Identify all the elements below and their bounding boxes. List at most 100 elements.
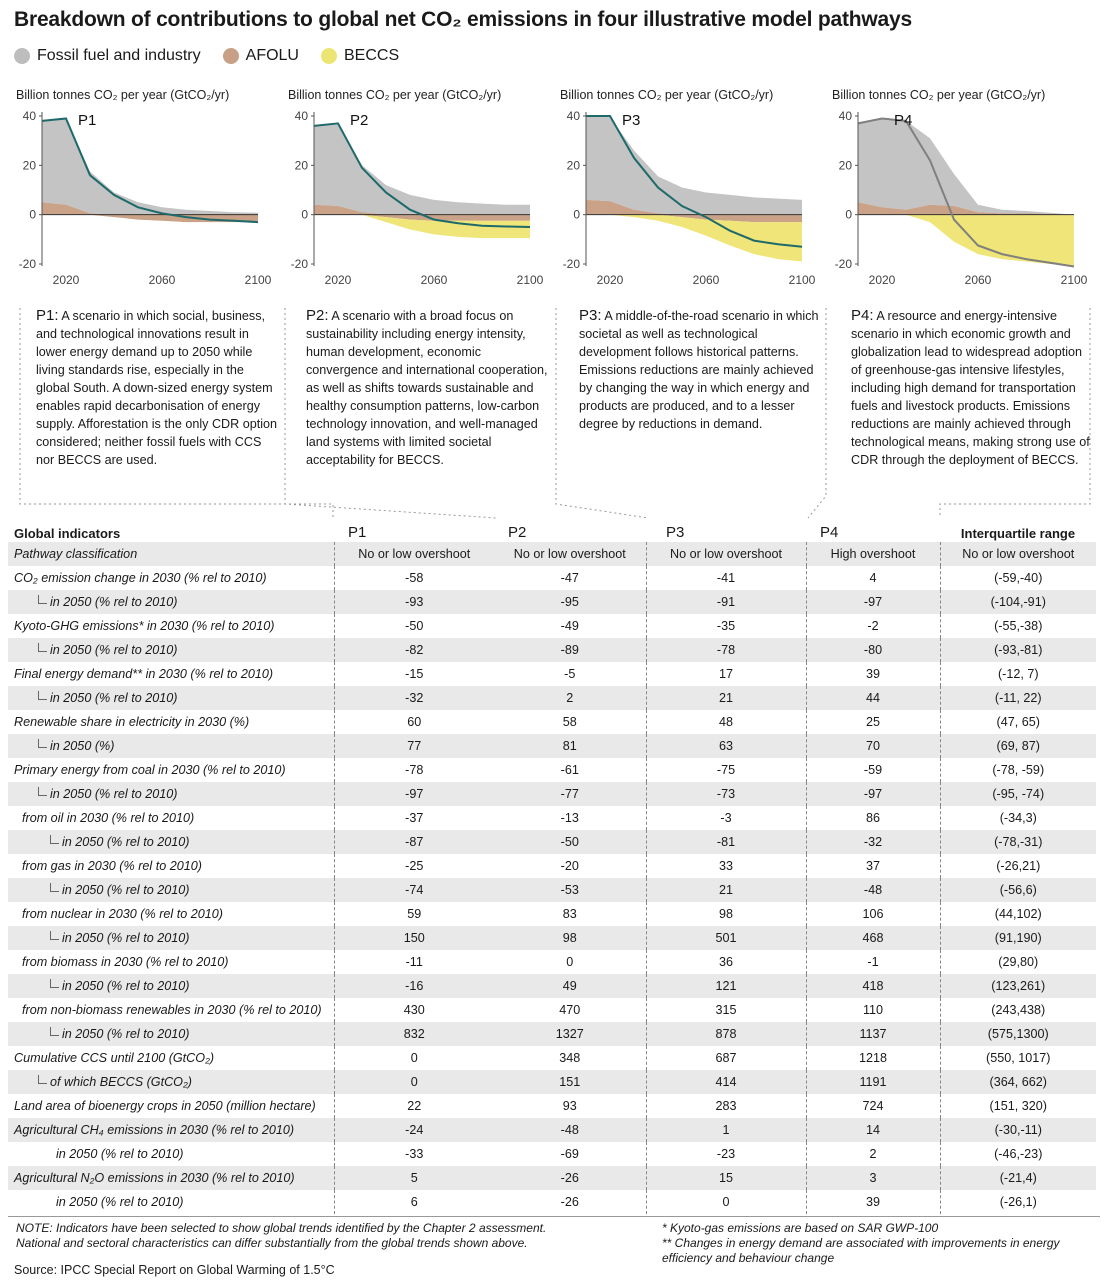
table-row: Renewable share in electricity in 2030 (… <box>8 710 1096 734</box>
cell-p1: 0 <box>410 1051 418 1065</box>
notes-left: NOTE: Indicators have been selected to s… <box>16 1221 546 1251</box>
cell-p4: 39 <box>806 662 941 686</box>
subrow-hook-icon <box>38 1075 47 1084</box>
subrow-hook-icon <box>38 595 47 604</box>
cell-p4: 418 <box>806 974 941 998</box>
area-afolu-pos-p4 <box>858 202 1074 215</box>
row-label-text: in 2050 (% rel to 2010) <box>50 643 178 657</box>
cell-p1: -25 <box>405 859 424 873</box>
cell-iqr: (-46,-23) <box>939 1142 1096 1166</box>
cell-p4: -97 <box>806 590 941 614</box>
cell-p2: -50 <box>494 830 647 854</box>
cell-p1: -16 <box>334 974 494 998</box>
table-row: in 2050 (% rel to 2010) -97 -77 -73 -97 (-95,… <box>8 782 1096 806</box>
table-row: from non-biomass renewables in 2030 (% r… <box>8 998 1096 1022</box>
cell-p3: 501 <box>646 926 807 950</box>
legend-item-afolu: AFOLU <box>222 47 299 65</box>
row-label: in 2050 (% rel to 2010) <box>8 1022 335 1046</box>
row-label: from nuclear in 2030 (% rel to 2010) <box>8 902 335 926</box>
cell-p4: 1137 <box>806 1022 941 1046</box>
cell-p1: -15 <box>405 667 424 681</box>
cell-iqr: (243,438) <box>939 998 1096 1022</box>
table-body: Pathway classification No or low overshoo… <box>8 542 1096 1214</box>
line-net-p3 <box>586 115 803 248</box>
cell-p2: -61 <box>494 758 647 782</box>
panel-label-p4: P4 <box>894 112 912 129</box>
cell-iqr: (-26,21) <box>939 854 1096 878</box>
header-p2: P2 <box>508 524 527 541</box>
note-line: efficiency and behaviour change <box>662 1251 835 1265</box>
cell-iqr: (-21,4) <box>939 1166 1096 1190</box>
description-dividers <box>19 308 1091 520</box>
area-fossil-p3 <box>586 116 802 215</box>
y-tick-label: 0 <box>301 208 308 222</box>
row-label-text: in 2050 (% rel to 2010) <box>62 883 190 897</box>
cell-p4: High overshoot <box>806 542 941 566</box>
area-afolu-neg-p3 <box>586 214 802 223</box>
cell-p3: 878 <box>646 1022 807 1046</box>
row-label: in 2050 (% rel to 2010) <box>8 926 335 950</box>
chart-panel-p4: 40 20 0 -20 2020 2060 2100 P4 <box>835 109 1088 287</box>
cell-iqr: (-11, 22) <box>939 686 1096 710</box>
y-tick-label: 40 <box>567 109 581 123</box>
table-row: Kyoto-GHG emissions* in 2030 (% rel to 2… <box>8 614 1096 638</box>
row-label: Kyoto-GHG emissions* in 2030 (% rel to 2… <box>8 614 335 638</box>
cell-p1: -97 <box>334 782 494 806</box>
cell-p2: -69 <box>494 1142 647 1166</box>
charts-area: Billion tonnes CO₂ per year (GtCO₂/yr) B… <box>0 84 1108 304</box>
chart-unit-label-p1: Billion tonnes CO₂ per year (GtCO₂/yr) <box>16 88 230 102</box>
row-label: from oil in 2030 (% rel to 2010) <box>8 806 335 830</box>
cell-p2: 98 <box>494 926 647 950</box>
description-lead-p3: P3: <box>579 307 602 324</box>
line-net-p2 <box>313 122 531 228</box>
area-beccs-p2 <box>314 214 530 239</box>
cell-p1: 0 <box>334 1070 494 1094</box>
table-row: from gas in 2030 (% rel to 2010) -25 -20 33… <box>8 854 1096 878</box>
cell-p1: 6 <box>410 1195 418 1209</box>
cell-p1: -87 <box>334 830 494 854</box>
table-row: Agricultural CH₄ emissions in 2030 (% re… <box>8 1118 1096 1142</box>
cell-iqr: (550, 1017) <box>939 1046 1096 1070</box>
row-label-text: in 2050 (% rel to 2010) <box>62 835 190 849</box>
header-p1: P1 <box>348 524 367 541</box>
y-tick-label: 20 <box>839 158 853 172</box>
cell-p2: -49 <box>494 614 647 638</box>
cell-p3: 1 <box>646 1118 807 1142</box>
subrow-hook-icon <box>50 931 59 940</box>
area-afolu-pos-p2 <box>314 204 530 215</box>
cell-iqr: (-34,3) <box>939 806 1096 830</box>
chart-unit-label-p3: Billion tonnes CO₂ per year (GtCO₂/yr) <box>560 88 774 102</box>
cell-p4: 3 <box>806 1166 941 1190</box>
panel-label-p3: P3 <box>622 112 640 129</box>
cell-p4: -80 <box>806 638 941 662</box>
cell-iqr: (-95, -74) <box>939 782 1096 806</box>
cell-p3: -91 <box>646 590 807 614</box>
cell-p1: 59 <box>407 907 422 921</box>
description-text-p4: A resource and energy-intensive scenario… <box>851 309 1090 467</box>
description-text-p1: A scenario in which social, business, an… <box>36 309 278 467</box>
cell-p1: 430 <box>403 1003 425 1017</box>
cell-p3: -41 <box>646 566 807 590</box>
y-tick-label: 0 <box>29 208 36 222</box>
row-label-text: in 2050 (%) <box>50 739 115 753</box>
cell-p1: No or low overshoot <box>334 542 494 566</box>
description-p4: P4: A resource and energy-intensive scen… <box>851 307 1093 469</box>
cell-p2: 348 <box>494 1046 647 1070</box>
cell-p1: -74 <box>334 878 494 902</box>
table-row: from biomass in 2030 (% rel to 2010) -11 0… <box>8 950 1096 974</box>
cell-iqr: (-26,1) <box>939 1190 1096 1214</box>
cell-p4: 1218 <box>806 1046 941 1070</box>
cell-p4: 110 <box>806 998 941 1022</box>
row-label-text: from oil in 2030 (% rel to 2010) <box>22 811 195 825</box>
description-lead-p2: P2: <box>306 307 329 324</box>
x-tick-label: 2100 <box>517 273 544 287</box>
cell-p4: 39 <box>806 1190 941 1214</box>
row-label-text: in 2050 (% rel to 2010) <box>50 691 178 705</box>
row-label-text: Pathway classification <box>14 547 138 561</box>
y-tick-label: -20 <box>291 257 309 271</box>
subrow-hook-icon <box>50 835 59 844</box>
row-label: from gas in 2030 (% rel to 2010) <box>8 854 335 878</box>
x-tick-label: 2060 <box>965 273 992 287</box>
cell-p4: 106 <box>806 902 941 926</box>
cell-iqr: (-55,-38) <box>939 614 1096 638</box>
